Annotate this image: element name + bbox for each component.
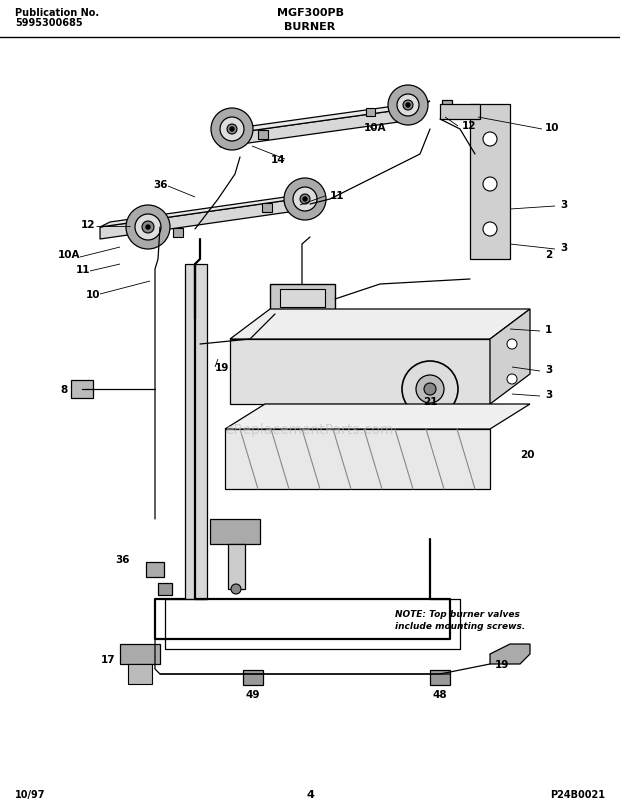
Bar: [173, 228, 183, 237]
Text: 10A: 10A: [364, 123, 386, 132]
Text: 4: 4: [306, 789, 314, 799]
Text: 20: 20: [520, 450, 534, 459]
Polygon shape: [230, 340, 490, 405]
Text: BURNER: BURNER: [285, 22, 335, 32]
Text: P24B0021: P24B0021: [550, 789, 605, 799]
Circle shape: [483, 132, 497, 147]
Text: 3: 3: [560, 243, 567, 253]
Polygon shape: [490, 310, 530, 405]
Text: 49: 49: [246, 689, 260, 699]
Circle shape: [126, 206, 170, 250]
Text: 2: 2: [545, 250, 552, 259]
Bar: [366, 109, 374, 117]
Bar: [430, 670, 450, 685]
Bar: [158, 583, 172, 595]
Text: 36: 36: [115, 554, 130, 565]
Circle shape: [231, 585, 241, 594]
Text: 12: 12: [462, 120, 477, 131]
Text: 11: 11: [76, 265, 90, 275]
Circle shape: [483, 222, 497, 237]
Polygon shape: [100, 198, 310, 240]
Bar: [470, 105, 510, 259]
Text: 12: 12: [81, 220, 95, 230]
Text: 3: 3: [560, 200, 567, 210]
Text: 3: 3: [545, 389, 552, 400]
Circle shape: [303, 198, 307, 202]
Text: 10/97: 10/97: [15, 789, 45, 799]
Polygon shape: [490, 644, 530, 664]
Circle shape: [402, 361, 458, 418]
Text: 11: 11: [330, 191, 345, 201]
Text: 36: 36: [154, 180, 168, 190]
Circle shape: [406, 104, 410, 108]
Bar: [258, 130, 268, 140]
Polygon shape: [100, 193, 320, 228]
Text: 48: 48: [433, 689, 447, 699]
Bar: [280, 290, 325, 308]
Text: 8: 8: [60, 385, 67, 394]
Circle shape: [507, 374, 517, 385]
Bar: [440, 105, 480, 120]
Circle shape: [416, 376, 444, 403]
Text: MGF300PB: MGF300PB: [277, 8, 343, 18]
Bar: [146, 562, 164, 577]
Circle shape: [388, 86, 428, 126]
Circle shape: [424, 384, 436, 396]
Polygon shape: [225, 405, 530, 430]
Circle shape: [146, 226, 150, 230]
Text: 21: 21: [423, 397, 437, 406]
Bar: [120, 644, 160, 664]
Text: NOTE: Top burner valves: NOTE: Top burner valves: [395, 609, 520, 618]
Polygon shape: [225, 430, 490, 489]
Text: eReplacementParts.com: eReplacementParts.com: [226, 422, 394, 437]
Polygon shape: [220, 108, 420, 148]
Circle shape: [227, 124, 237, 135]
Text: Publication No.: Publication No.: [15, 8, 99, 18]
Circle shape: [230, 128, 234, 132]
Bar: [270, 284, 335, 315]
Bar: [442, 100, 452, 109]
Text: 19: 19: [495, 659, 510, 669]
Bar: [262, 203, 272, 212]
Text: include mounting screws.: include mounting screws.: [395, 622, 525, 630]
Text: 3: 3: [545, 365, 552, 374]
Circle shape: [300, 195, 310, 205]
Text: 14: 14: [270, 155, 285, 165]
Bar: [128, 664, 152, 684]
Text: 19: 19: [215, 362, 229, 373]
Polygon shape: [230, 310, 530, 340]
Text: 10: 10: [86, 290, 100, 300]
Circle shape: [397, 95, 419, 117]
Text: 17: 17: [100, 654, 115, 664]
Circle shape: [507, 340, 517, 349]
Bar: [228, 544, 245, 589]
Text: 10A: 10A: [58, 250, 80, 259]
Circle shape: [483, 177, 497, 192]
Circle shape: [293, 188, 317, 212]
Circle shape: [220, 118, 244, 142]
Bar: [71, 381, 93, 398]
Circle shape: [284, 179, 326, 221]
Circle shape: [142, 222, 154, 234]
Bar: [185, 265, 207, 599]
Circle shape: [211, 109, 253, 151]
Bar: [243, 670, 263, 685]
Text: 10: 10: [545, 123, 559, 132]
Text: 5995300685: 5995300685: [15, 18, 82, 28]
Circle shape: [403, 101, 413, 111]
Bar: [210, 520, 260, 544]
Polygon shape: [220, 102, 430, 136]
Text: 1: 1: [545, 324, 552, 335]
Circle shape: [135, 214, 161, 241]
